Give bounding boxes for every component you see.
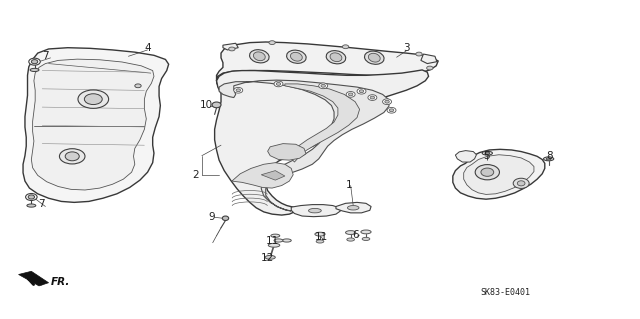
Polygon shape xyxy=(232,163,293,188)
Polygon shape xyxy=(268,144,306,160)
Ellipse shape xyxy=(269,41,275,45)
Ellipse shape xyxy=(369,53,380,62)
Polygon shape xyxy=(19,271,49,286)
Ellipse shape xyxy=(31,60,38,64)
Text: 10: 10 xyxy=(200,100,213,110)
Ellipse shape xyxy=(27,204,36,207)
Polygon shape xyxy=(216,42,438,90)
Ellipse shape xyxy=(543,157,554,161)
Polygon shape xyxy=(456,151,476,162)
Ellipse shape xyxy=(29,58,40,65)
Text: 6: 6 xyxy=(353,230,359,240)
Ellipse shape xyxy=(78,90,109,108)
Ellipse shape xyxy=(342,45,349,49)
Ellipse shape xyxy=(291,52,302,61)
Polygon shape xyxy=(214,70,429,215)
Polygon shape xyxy=(336,202,371,213)
Ellipse shape xyxy=(348,93,353,96)
Ellipse shape xyxy=(389,109,394,112)
Ellipse shape xyxy=(321,85,325,87)
Text: 11: 11 xyxy=(316,232,328,242)
Text: 2: 2 xyxy=(192,170,199,180)
Text: 4: 4 xyxy=(144,43,151,53)
Polygon shape xyxy=(261,171,285,180)
Text: 11: 11 xyxy=(266,236,279,247)
Text: 3: 3 xyxy=(403,43,410,53)
Ellipse shape xyxy=(347,238,355,241)
Ellipse shape xyxy=(385,100,389,103)
Ellipse shape xyxy=(65,152,79,161)
Ellipse shape xyxy=(234,87,243,93)
Ellipse shape xyxy=(84,94,102,105)
Ellipse shape xyxy=(60,149,85,164)
Polygon shape xyxy=(31,59,154,190)
Ellipse shape xyxy=(484,152,490,154)
Ellipse shape xyxy=(481,168,493,176)
Ellipse shape xyxy=(28,195,35,199)
Ellipse shape xyxy=(348,205,359,210)
Ellipse shape xyxy=(330,53,342,62)
Polygon shape xyxy=(223,43,238,50)
Polygon shape xyxy=(23,48,169,202)
Ellipse shape xyxy=(370,96,374,99)
Ellipse shape xyxy=(212,102,221,108)
Text: 1: 1 xyxy=(346,180,352,190)
Ellipse shape xyxy=(228,47,235,51)
Ellipse shape xyxy=(482,151,492,155)
Ellipse shape xyxy=(222,216,228,220)
Ellipse shape xyxy=(346,231,356,234)
Ellipse shape xyxy=(268,243,280,247)
Text: FR.: FR. xyxy=(51,277,70,287)
Ellipse shape xyxy=(365,51,384,64)
Ellipse shape xyxy=(265,256,275,259)
Polygon shape xyxy=(219,80,389,211)
Ellipse shape xyxy=(357,88,366,94)
Text: 7: 7 xyxy=(42,51,49,61)
Polygon shape xyxy=(464,155,534,195)
Ellipse shape xyxy=(30,68,39,71)
Ellipse shape xyxy=(359,90,364,93)
Ellipse shape xyxy=(387,108,396,113)
Ellipse shape xyxy=(287,50,306,63)
Ellipse shape xyxy=(319,83,328,89)
Ellipse shape xyxy=(427,66,433,70)
Ellipse shape xyxy=(475,165,499,180)
Ellipse shape xyxy=(416,52,422,56)
Ellipse shape xyxy=(346,92,355,97)
Polygon shape xyxy=(453,149,545,199)
Ellipse shape xyxy=(513,178,529,189)
Polygon shape xyxy=(421,54,437,63)
Ellipse shape xyxy=(362,237,370,241)
Text: 8: 8 xyxy=(547,151,553,161)
Ellipse shape xyxy=(274,81,283,87)
Ellipse shape xyxy=(315,232,325,236)
Ellipse shape xyxy=(308,208,321,213)
Ellipse shape xyxy=(276,83,281,85)
Ellipse shape xyxy=(135,84,141,88)
Ellipse shape xyxy=(250,50,269,63)
Text: 12: 12 xyxy=(261,253,275,263)
Polygon shape xyxy=(291,204,340,217)
Ellipse shape xyxy=(271,234,280,237)
Ellipse shape xyxy=(236,89,241,92)
Ellipse shape xyxy=(361,230,371,234)
Text: 9: 9 xyxy=(208,212,215,222)
Ellipse shape xyxy=(274,239,283,242)
Ellipse shape xyxy=(326,51,346,64)
Ellipse shape xyxy=(517,181,525,186)
Text: SK83-E0401: SK83-E0401 xyxy=(480,288,530,297)
Text: 5: 5 xyxy=(483,151,490,161)
Ellipse shape xyxy=(282,239,291,242)
Ellipse shape xyxy=(368,95,377,100)
Ellipse shape xyxy=(316,240,324,243)
Ellipse shape xyxy=(383,99,392,105)
Ellipse shape xyxy=(546,158,551,160)
Polygon shape xyxy=(285,84,360,162)
Ellipse shape xyxy=(26,194,37,200)
Ellipse shape xyxy=(253,52,265,61)
Text: 7: 7 xyxy=(38,199,44,209)
